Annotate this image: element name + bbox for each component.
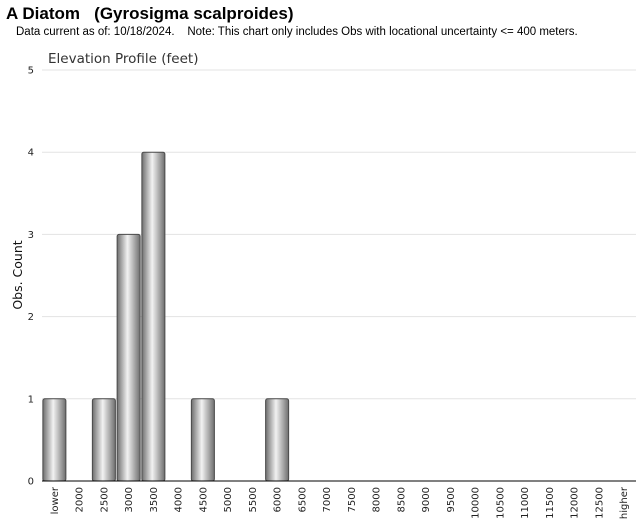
x-tick-label: 11000 <box>520 487 531 519</box>
y-tick-label: 5 <box>28 66 34 77</box>
x-axis-ticks: lower 2000 2500 3000 3500 4000 4500 5000 5500 600… <box>50 486 630 519</box>
x-tick-label: 7500 <box>347 487 358 512</box>
y-tick-label: 3 <box>28 230 34 241</box>
x-tick-label: 9000 <box>421 487 432 512</box>
y-axis-ticks: 0 1 2 3 4 5 <box>28 66 34 488</box>
bar-6000 <box>265 398 290 482</box>
y-axis-title: Obs. Count <box>10 240 25 309</box>
data-note: Data current as of: 10/18/2024. Note: Th… <box>16 26 578 38</box>
x-tick-label: 2500 <box>99 487 110 512</box>
x-tick-label: 2000 <box>75 487 86 512</box>
species-title: A Diatom (Gyrosigma scalproides) <box>6 4 294 23</box>
x-tick-label: 8500 <box>396 487 407 512</box>
bar-lower <box>42 398 67 482</box>
bar-3000 <box>116 233 141 482</box>
x-tick-label: 12500 <box>594 487 605 519</box>
x-tick-label: 4000 <box>174 487 185 512</box>
x-tick-label: 3000 <box>124 487 135 512</box>
y-tick-label: 2 <box>28 312 34 323</box>
x-tick-label: 3500 <box>149 487 160 512</box>
x-tick-label: 10500 <box>495 487 506 519</box>
x-tick-label: lower <box>50 486 61 514</box>
x-tick-label: 9500 <box>446 487 457 512</box>
bar-2500 <box>91 398 116 482</box>
chart-title: Elevation Profile (feet) <box>48 51 198 67</box>
x-tick-label: 12000 <box>570 487 581 519</box>
gridlines <box>42 69 636 400</box>
x-tick-label: 4500 <box>198 487 209 512</box>
x-tick-label: 11500 <box>545 487 556 519</box>
y-tick-label: 1 <box>28 394 34 405</box>
bar-4500 <box>190 398 215 482</box>
bar-3500 <box>141 151 166 482</box>
y-tick-label: 4 <box>28 148 34 159</box>
x-tick-label: 6500 <box>297 487 308 512</box>
x-tick-label: 5000 <box>223 487 234 512</box>
x-tick-label: 5500 <box>248 487 259 512</box>
x-tick-label: higher <box>619 486 630 519</box>
x-tick-label: 8000 <box>372 487 383 512</box>
x-tick-label: 6000 <box>273 487 284 512</box>
y-tick-label: 0 <box>28 477 34 488</box>
x-tick-label: 10000 <box>471 487 482 519</box>
x-tick-label: 7000 <box>322 487 333 512</box>
